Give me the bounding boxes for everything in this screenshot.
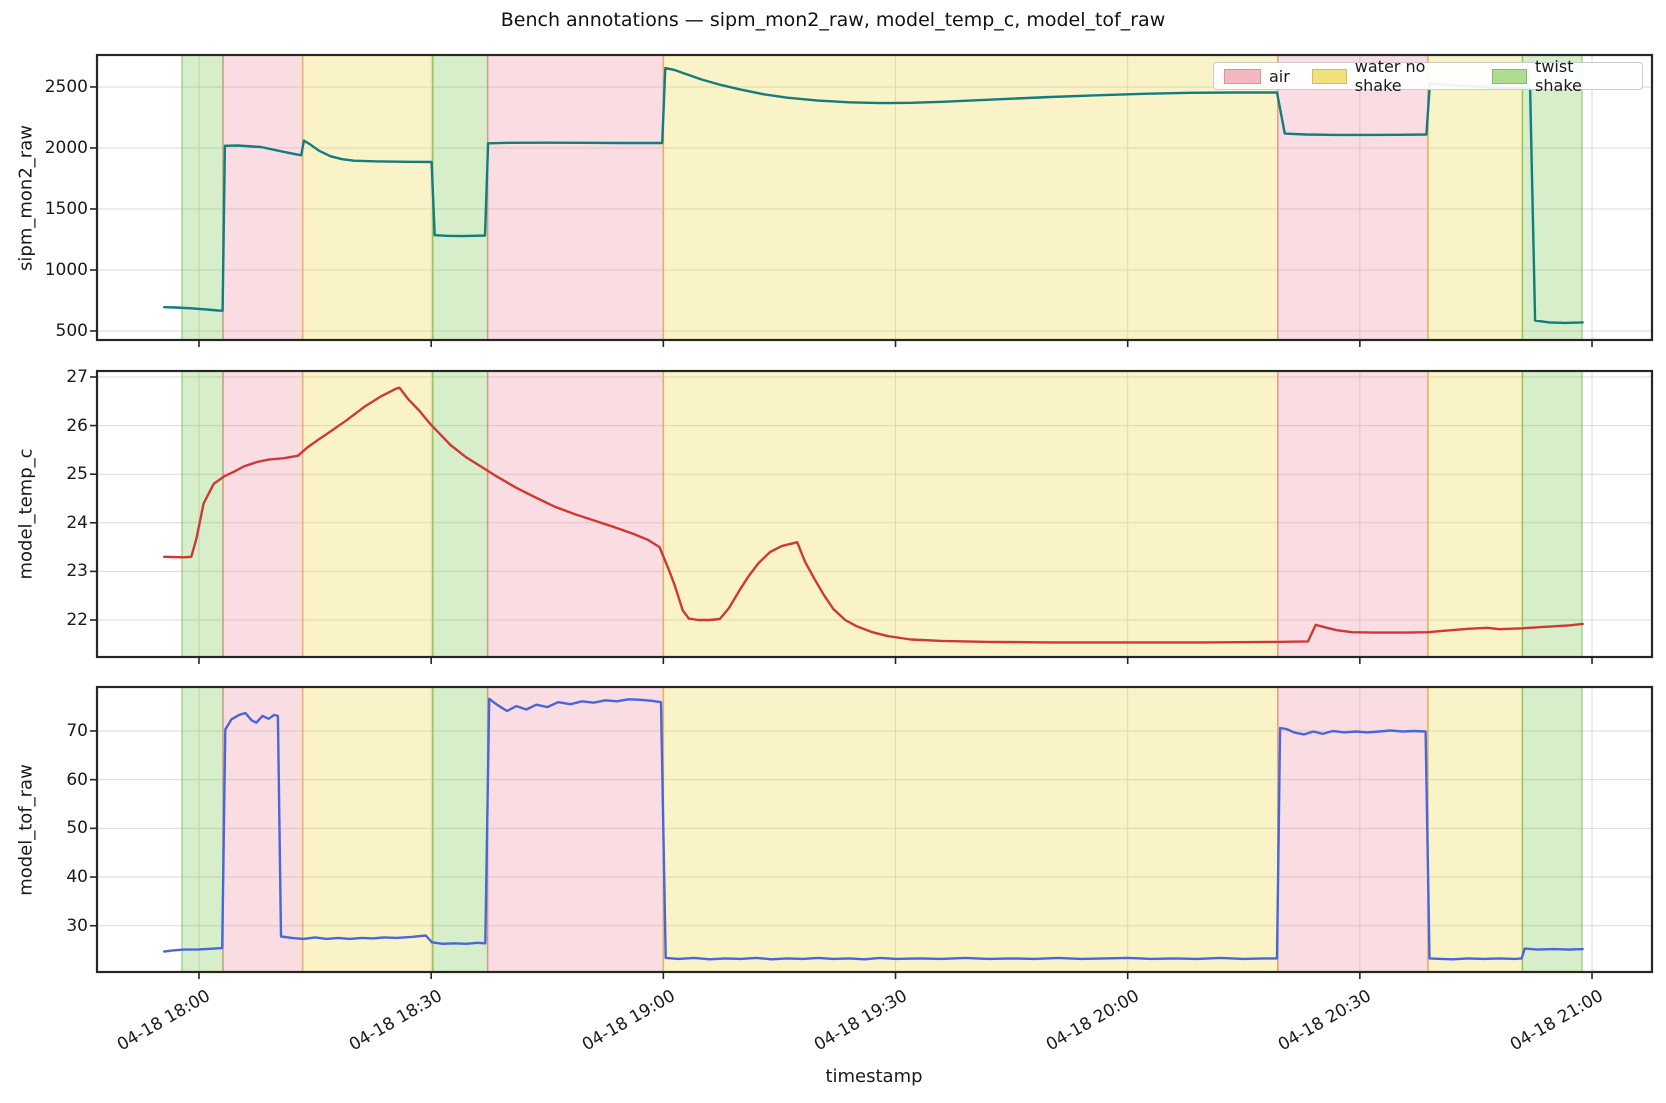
legend: air water no shake twist shake xyxy=(1213,57,1643,95)
annotation-band-twist-shake xyxy=(432,55,488,340)
y-tick-label: 50 xyxy=(66,818,88,839)
annotation-band-air xyxy=(222,55,303,340)
legend-item-air: air xyxy=(1224,67,1290,86)
annotation-band-air xyxy=(1277,371,1428,657)
y-tick-label: 60 xyxy=(66,769,88,790)
series-line-sipm_mon2_raw xyxy=(162,66,1584,325)
annotation-band-twist-shake xyxy=(1522,371,1582,657)
annotation-band-air xyxy=(222,371,303,657)
annotation-band-air xyxy=(1277,55,1428,340)
y-axis-label-model-tof-raw: model_tof_raw xyxy=(15,763,37,896)
annotation-band-air xyxy=(222,687,303,972)
y-tick-label: 1500 xyxy=(44,198,88,219)
legend-swatch-air-icon xyxy=(1224,68,1261,84)
legend-swatch-water-no-shake-icon xyxy=(1311,68,1347,84)
y-tick-label: 2500 xyxy=(44,76,88,97)
annotation-band-water-no-shake xyxy=(663,371,1278,657)
y-tick-label: 25 xyxy=(66,464,88,485)
annotation-band-twist-shake xyxy=(181,687,223,972)
annotation-band-twist-shake xyxy=(1522,687,1582,972)
y-tick-label: 24 xyxy=(66,512,88,533)
y-tick-label: 1000 xyxy=(44,259,88,280)
y-tick-label: 500 xyxy=(55,320,88,341)
series-line-model_tof_raw xyxy=(162,697,1584,961)
y-tick-label: 23 xyxy=(66,561,88,582)
legend-label-air: air xyxy=(1269,66,1290,86)
annotation-band-water-no-shake xyxy=(663,55,1278,340)
annotation-band-air xyxy=(487,687,664,972)
y-tick-label: 30 xyxy=(66,915,88,936)
plot-border-model_temp_c xyxy=(95,369,1654,659)
annotation-band-twist-shake xyxy=(181,55,223,340)
y-axis-label-model-temp-c: model_temp_c xyxy=(15,448,37,580)
annotation-band-water-no-shake xyxy=(1427,371,1523,657)
legend-label-water-no-shake: water no shake xyxy=(1354,57,1426,95)
annotation-band-twist-shake xyxy=(432,687,488,972)
y-axis-label-sipm-mon2-raw: sipm_mon2_raw xyxy=(15,124,37,271)
plot-border-sipm_mon2_raw xyxy=(95,53,1654,342)
series-line-model_temp_c xyxy=(162,386,1584,644)
annotation-band-water-no-shake xyxy=(663,687,1278,972)
y-tick-label: 27 xyxy=(66,366,88,387)
y-tick-label: 70 xyxy=(66,720,88,741)
y-tick-label: 40 xyxy=(66,867,88,888)
legend-item-water-no-shake: water no shake xyxy=(1311,57,1470,95)
figure-title: Bench annotations — sipm_mon2_raw, model… xyxy=(500,9,1166,31)
plot-border-model_tof_raw xyxy=(95,685,1654,974)
annotation-band-water-no-shake xyxy=(302,687,433,972)
annotation-band-water-no-shake xyxy=(1427,687,1523,972)
legend-label-twist-shake: twist shake xyxy=(1535,57,1582,95)
y-tick-label: 2000 xyxy=(44,137,88,158)
y-tick-label: 26 xyxy=(66,415,88,436)
annotation-band-air xyxy=(487,55,664,340)
x-axis-label: timestamp xyxy=(825,1066,923,1087)
y-tick-label: 22 xyxy=(66,610,88,630)
annotation-band-water-no-shake xyxy=(1427,55,1523,340)
annotation-band-air xyxy=(1277,687,1428,972)
legend-item-twist-shake: twist shake xyxy=(1492,57,1620,95)
annotation-band-water-no-shake xyxy=(302,55,433,340)
annotation-band-water-no-shake xyxy=(302,371,433,657)
annotation-band-twist-shake xyxy=(432,371,488,657)
legend-swatch-twist-shake-icon xyxy=(1492,68,1528,84)
